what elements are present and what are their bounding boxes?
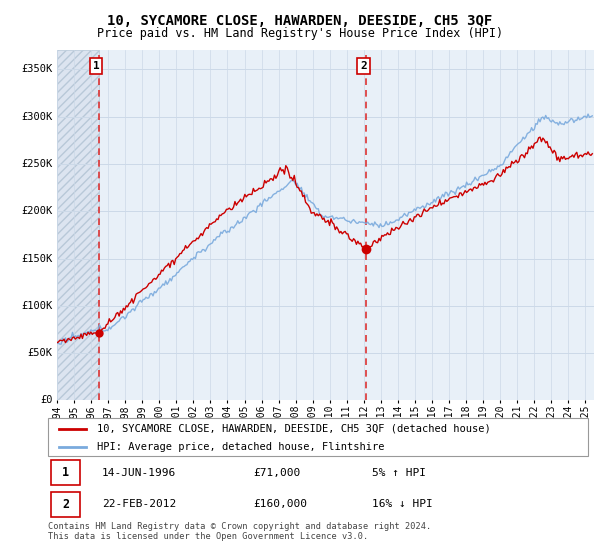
Text: 1: 1 [93,61,100,71]
Text: £250K: £250K [22,159,53,169]
Text: £300K: £300K [22,111,53,122]
Text: £71,000: £71,000 [253,468,301,478]
Text: 22-FEB-2012: 22-FEB-2012 [102,500,176,510]
Text: 10, SYCAMORE CLOSE, HAWARDEN, DEESIDE, CH5 3QF: 10, SYCAMORE CLOSE, HAWARDEN, DEESIDE, C… [107,14,493,28]
Text: 2: 2 [62,498,69,511]
Text: £0: £0 [40,395,53,405]
Text: 2: 2 [360,61,367,71]
FancyBboxPatch shape [50,492,80,517]
Text: £200K: £200K [22,206,53,216]
Text: 14-JUN-1996: 14-JUN-1996 [102,468,176,478]
Text: £150K: £150K [22,254,53,264]
Text: £350K: £350K [22,64,53,74]
Text: £100K: £100K [22,301,53,311]
Text: £160,000: £160,000 [253,500,307,510]
Text: HPI: Average price, detached house, Flintshire: HPI: Average price, detached house, Flin… [97,442,384,452]
Text: Contains HM Land Registry data © Crown copyright and database right 2024.
This d: Contains HM Land Registry data © Crown c… [48,522,431,542]
FancyBboxPatch shape [50,460,80,485]
Text: 16% ↓ HPI: 16% ↓ HPI [372,500,433,510]
Text: 1: 1 [62,466,69,479]
Text: Price paid vs. HM Land Registry's House Price Index (HPI): Price paid vs. HM Land Registry's House … [97,27,503,40]
Bar [57,50,99,400]
Text: 5% ↑ HPI: 5% ↑ HPI [372,468,426,478]
FancyBboxPatch shape [48,418,588,456]
Text: £50K: £50K [28,348,53,358]
Text: 10, SYCAMORE CLOSE, HAWARDEN, DEESIDE, CH5 3QF (detached house): 10, SYCAMORE CLOSE, HAWARDEN, DEESIDE, C… [97,424,490,434]
